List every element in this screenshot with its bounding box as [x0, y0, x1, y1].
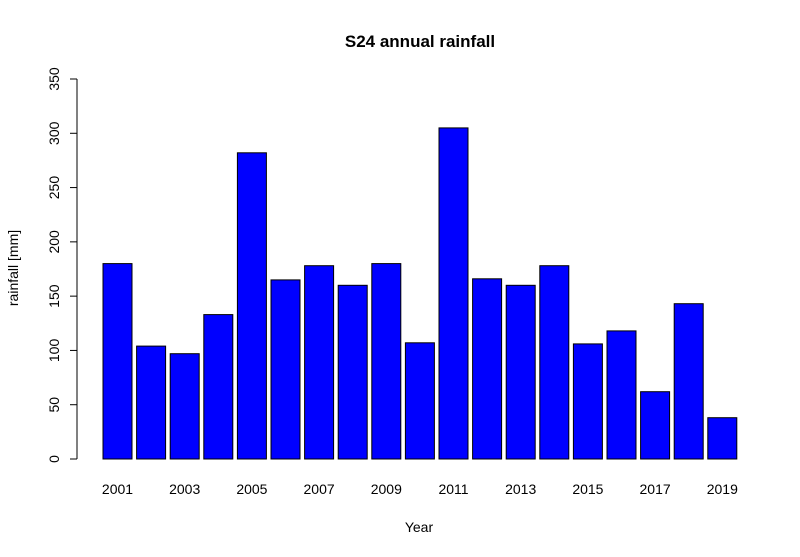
bar-2012 [472, 278, 503, 460]
x-axis: 2001 2003 2005 2007 2009 2011 2013 2015 2017 2019 [102, 481, 738, 497]
bar-2003 [169, 353, 200, 460]
x-axis-label: Year [405, 519, 434, 535]
chart-title: S24 annual rainfall [345, 32, 495, 51]
x-tick-label: 2013 [505, 481, 536, 497]
bar-2006 [270, 279, 301, 460]
bar-2011 [438, 127, 469, 460]
y-tick-label: 350 [46, 67, 62, 91]
y-tick-label: 0 [46, 455, 62, 463]
x-tick-label: 2019 [707, 481, 738, 497]
x-tick-label: 2015 [572, 481, 603, 497]
bar-2004 [203, 314, 234, 460]
bar-2019 [707, 417, 738, 460]
x-tick-label: 2003 [169, 481, 200, 497]
bars [102, 127, 738, 460]
bar-2018 [673, 303, 704, 460]
bar-2017 [640, 391, 671, 460]
y-tick-label: 300 [46, 121, 62, 145]
bar-2014 [539, 265, 570, 460]
bar-2013 [505, 284, 536, 460]
bar-2007 [304, 265, 335, 460]
x-tick-label: 2001 [102, 481, 133, 497]
x-tick-label: 2007 [304, 481, 335, 497]
x-tick-label: 2017 [640, 481, 671, 497]
bar-2016 [606, 330, 637, 460]
bar-2010 [404, 342, 435, 460]
y-axis: 0 50 100 150 200 250 300 350 [46, 67, 78, 463]
y-axis-label: rainfall [mm] [5, 230, 21, 306]
bar-2009 [371, 263, 402, 460]
y-tick-label: 200 [46, 230, 62, 254]
bar-2005 [236, 152, 267, 460]
bar-2002 [136, 345, 167, 460]
x-tick-label: 2005 [236, 481, 267, 497]
y-tick-label: 150 [46, 284, 62, 308]
bar-2001 [102, 263, 133, 460]
bar-2008 [337, 284, 368, 460]
bar-2015 [572, 343, 603, 460]
y-tick-label: 50 [46, 397, 62, 413]
x-tick-label: 2009 [371, 481, 402, 497]
y-tick-label: 250 [46, 176, 62, 200]
y-tick-label: 100 [46, 339, 62, 363]
x-tick-label: 2011 [438, 481, 468, 497]
